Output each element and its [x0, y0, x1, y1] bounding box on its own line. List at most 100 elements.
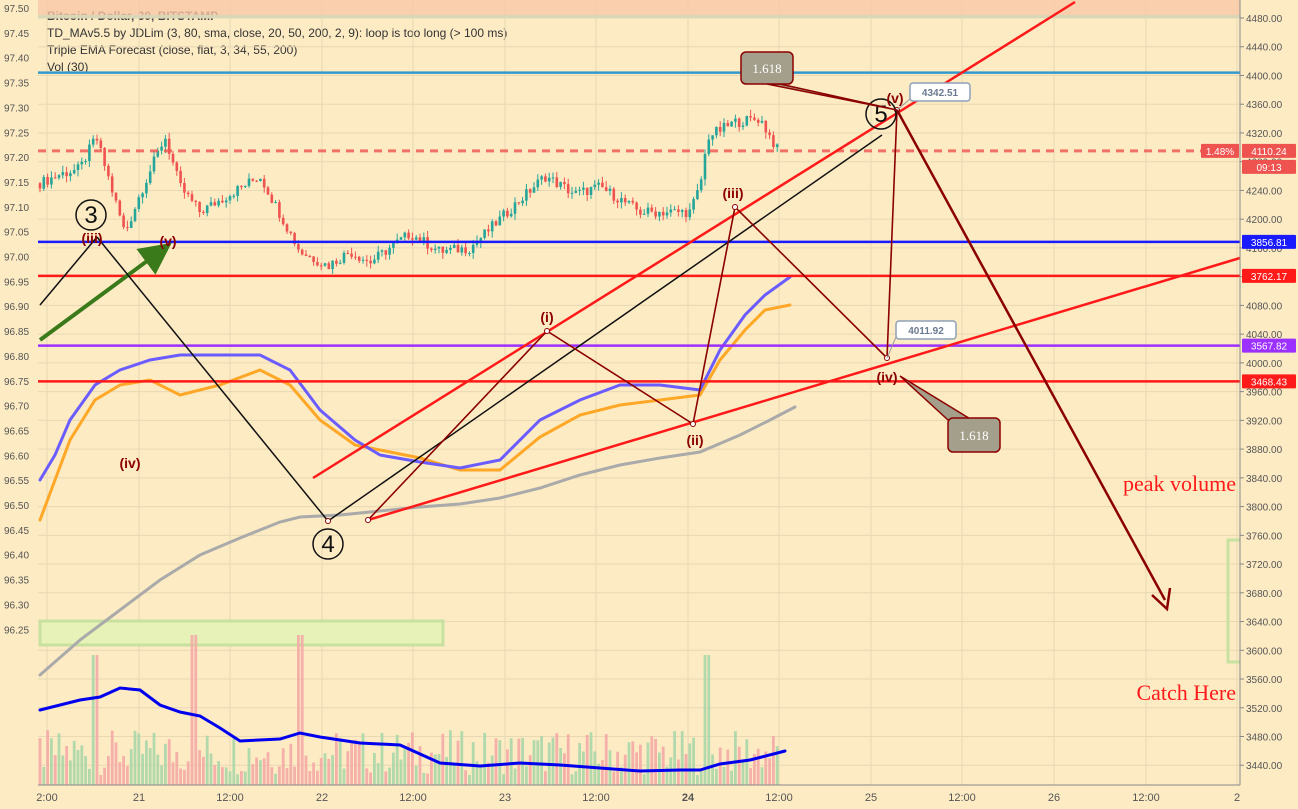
wave-pivot — [325, 518, 331, 524]
volume-bar — [414, 765, 418, 785]
candle-body — [623, 198, 627, 203]
candle-body — [772, 135, 775, 148]
volume-bar — [65, 746, 68, 785]
fib-callout-top-pointer — [766, 83, 898, 111]
candle-body — [563, 182, 566, 185]
volume-bar — [376, 763, 380, 785]
candle-body — [308, 255, 312, 257]
candle-body — [133, 209, 137, 222]
volume-bar — [213, 764, 217, 785]
candle-body — [255, 180, 258, 182]
indicator-volume[interactable]: Vol (30) — [47, 60, 89, 74]
candle-body — [194, 200, 198, 203]
candle-body — [72, 169, 76, 174]
candle-body — [164, 138, 167, 147]
volume-bar — [570, 774, 574, 785]
candle-body — [745, 116, 749, 126]
candle-body — [570, 192, 574, 194]
candle-body — [654, 211, 657, 217]
volume-bar — [259, 760, 262, 785]
volume-bar — [297, 635, 300, 785]
wave-pivot — [544, 328, 550, 334]
candle-body — [620, 198, 623, 203]
volume-bar — [338, 738, 342, 785]
candle-body — [475, 241, 479, 245]
indicator-td-mav[interactable]: TD_MAv5.5 by JDLim (3, 80, sma, close, 2… — [47, 26, 508, 40]
volume-bar — [646, 742, 650, 785]
left-tick-label: 97.30 — [4, 103, 29, 114]
volume-bar — [680, 731, 684, 785]
candle-body — [270, 194, 274, 203]
candle-body — [107, 165, 110, 177]
volume-bar — [84, 756, 87, 785]
x-tick-label: 25 — [865, 792, 877, 804]
candle-body — [490, 221, 494, 232]
wave-pivot — [690, 421, 696, 427]
price-tag-label: 4110.24 — [1251, 147, 1287, 158]
volume-bar — [331, 755, 334, 785]
channel-lower — [367, 256, 1241, 522]
volume-bar — [756, 748, 760, 785]
candle-body — [228, 196, 232, 201]
volume-bar — [430, 752, 433, 785]
candle-body — [354, 256, 357, 258]
candle-body — [46, 176, 49, 185]
volume-bar — [726, 749, 730, 785]
candle-body — [726, 122, 730, 127]
target-arrow — [895, 109, 1167, 601]
x-tick-label: 2 — [1234, 792, 1240, 804]
x-tick-label: 12:00 — [1132, 792, 1160, 804]
wave-4-down — [96, 236, 329, 522]
candle-body — [251, 178, 255, 181]
price-tag-label: 3762.17 — [1251, 272, 1288, 283]
volume-bar — [194, 635, 198, 785]
fib-callout-top-box — [740, 51, 794, 85]
candle-body — [513, 202, 517, 214]
volume-bar — [665, 766, 669, 785]
candle-body — [715, 126, 718, 136]
candle-body — [589, 187, 593, 195]
candle-body — [156, 150, 160, 157]
candle-body — [129, 221, 133, 229]
volume-bar — [114, 742, 118, 785]
volume-bar — [308, 770, 312, 785]
volume-bar — [578, 743, 581, 785]
wave-label-4-circle — [312, 528, 344, 560]
volume-bar — [464, 770, 467, 785]
candle-body — [775, 144, 779, 148]
right-tick-label: 4400.00 — [1246, 71, 1283, 82]
volume-bar — [555, 733, 559, 785]
right-tick-label: 3840.00 — [1246, 474, 1283, 485]
candle-body — [57, 175, 61, 178]
volume-bar — [183, 769, 186, 785]
right-tick-label: 4080.00 — [1246, 301, 1283, 312]
candle-body — [464, 247, 467, 254]
candle-body — [604, 187, 608, 191]
candle-body — [608, 188, 612, 191]
candle-body — [555, 177, 559, 187]
candle-body — [95, 138, 99, 141]
candle-body — [289, 231, 293, 234]
candle-body — [646, 207, 650, 214]
candle-body — [585, 187, 589, 195]
candle-body — [760, 120, 764, 123]
left-tick-label: 97.15 — [4, 178, 29, 189]
candle-body — [407, 232, 410, 239]
right-tick-label: 4200.00 — [1246, 215, 1283, 226]
candle-body — [114, 192, 118, 201]
volume-bar — [95, 655, 99, 785]
volume-bar — [525, 766, 528, 785]
right-tick-label: 3920.00 — [1246, 416, 1283, 427]
volume-bar — [152, 732, 156, 785]
volume-bar — [186, 761, 190, 785]
candle-body — [768, 132, 771, 136]
volume-bar — [228, 771, 232, 785]
volume-bar — [327, 758, 331, 785]
candle-body — [532, 187, 536, 193]
left-tick-label: 96.70 — [4, 402, 29, 413]
volume-bar — [688, 743, 692, 785]
candle-body — [665, 212, 669, 216]
volume-bar — [551, 737, 555, 785]
volume-bar — [426, 773, 429, 785]
